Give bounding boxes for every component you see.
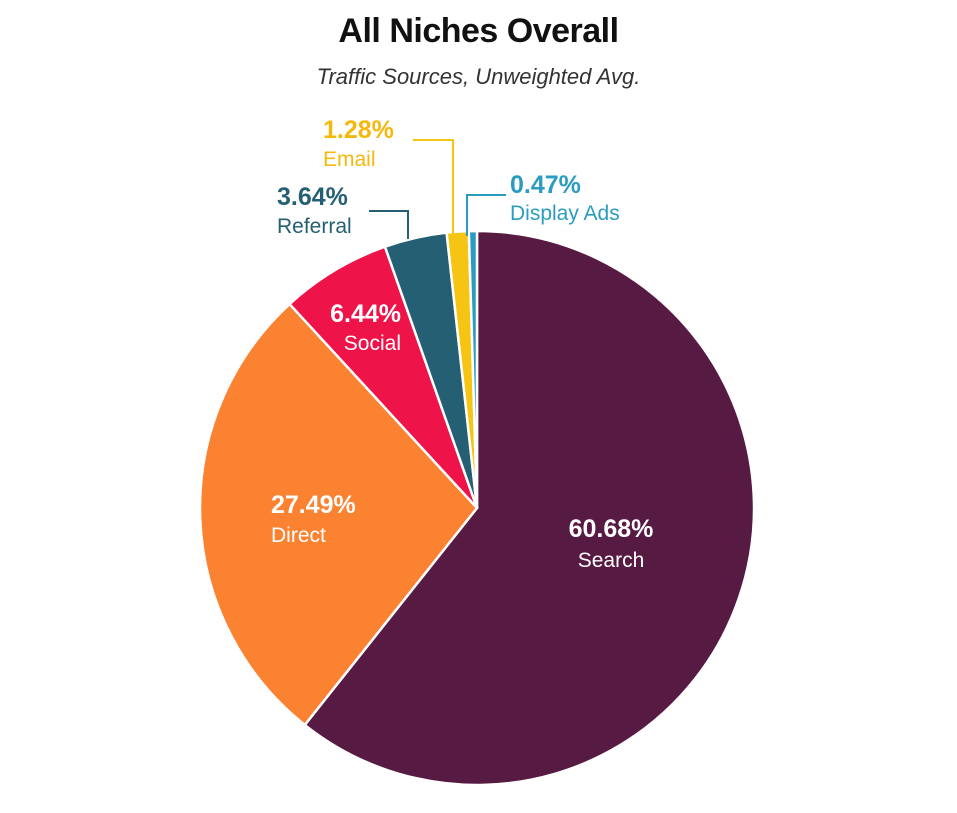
- leader-line-display-ads: [466, 194, 506, 236]
- pie-slice-search: [303, 229, 756, 787]
- pie-slice-social: [288, 245, 479, 510]
- pie-slice-display-ads: [467, 229, 479, 510]
- slice-label-display-ads: Display Ads: [510, 202, 620, 225]
- slice-value-email: 1.28%: [323, 116, 394, 144]
- slice-value-social: 6.44%: [330, 300, 401, 328]
- slice-label-email: Email: [323, 148, 376, 171]
- leader-line-email: [413, 139, 454, 236]
- chart-subtitle: Traffic Sources, Unweighted Avg.: [316, 64, 641, 89]
- slice-value-search: 60.68%: [569, 515, 654, 543]
- leader-line-referral: [369, 210, 409, 239]
- slice-label-referral: Referral: [277, 215, 352, 238]
- slice-value-display-ads: 0.47%: [510, 171, 581, 199]
- pie-slice-direct: [198, 302, 479, 727]
- slice-label-social: Social: [344, 332, 401, 355]
- slice-label-direct: Direct: [271, 524, 326, 547]
- slice-label-search: Search: [578, 549, 645, 572]
- slice-value-direct: 27.49%: [271, 491, 356, 519]
- chart-title: All Niches Overall: [338, 12, 619, 50]
- slice-value-referral: 3.64%: [277, 183, 348, 211]
